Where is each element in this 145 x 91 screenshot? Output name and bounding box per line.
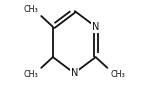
Text: CH₃: CH₃: [23, 70, 38, 79]
Text: CH₃: CH₃: [23, 5, 38, 14]
Text: CH₃: CH₃: [110, 70, 125, 79]
Text: N: N: [92, 22, 99, 32]
Text: N: N: [71, 68, 78, 78]
